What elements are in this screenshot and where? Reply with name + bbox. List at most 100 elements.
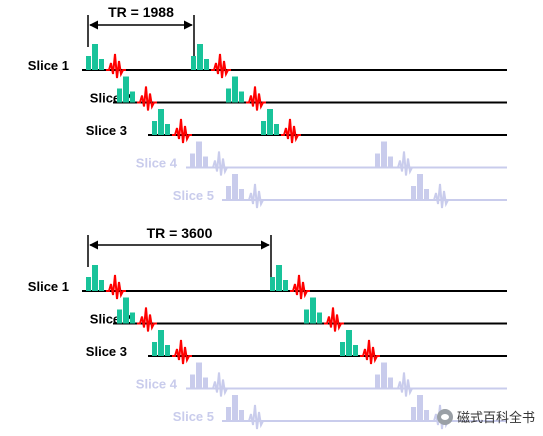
slice-3-rf-pulse-bar	[274, 124, 279, 135]
slice-4-row: Slice 4	[136, 362, 507, 397]
slice-2-rf-pulse-bar	[130, 91, 135, 103]
slice-3-label: Slice 3	[86, 344, 127, 359]
slice-1-label: Slice 1	[28, 279, 69, 294]
slice-4-rf-pulse-bar	[388, 377, 393, 389]
slice-5-rf-pulse-bar	[226, 186, 231, 200]
slice-5-label: Slice 5	[173, 188, 214, 203]
tr-label: TR = 1988	[108, 4, 174, 20]
slice-2-echo-signal	[137, 307, 157, 332]
slice-1-rf-pulse-bar	[99, 280, 104, 291]
slice-1-echo-signal	[106, 274, 126, 300]
slice-5-echo-signal	[246, 404, 266, 430]
slice-3-rf-pulse-bar	[340, 342, 345, 356]
slice-5-rf-pulse-bar	[239, 189, 244, 200]
watermark: 磁式百科全书	[436, 407, 535, 426]
slice-1-row: Slice 1	[28, 44, 507, 79]
slice-1-rf-pulse-bar	[191, 56, 196, 70]
slice-4-echo-signal	[395, 372, 415, 397]
slice-5-rf-pulse-bar	[232, 174, 238, 200]
slice-4-rf-pulse-bar	[203, 156, 208, 168]
slice-1-rf-pulse-bar	[86, 277, 91, 291]
slice-5-echo-signal	[431, 183, 451, 209]
slice-2-rf-pulse-bar	[239, 91, 244, 103]
slice-3-rf-pulse-bar	[158, 109, 164, 135]
slice-2-rf-pulse-bar	[304, 309, 309, 324]
slice-1-rf-pulse-bar	[283, 280, 288, 291]
slice-5-echo-signal	[246, 183, 266, 209]
slice-1-echo-signal	[211, 53, 231, 79]
slice-4-rf-pulse-bar	[375, 374, 380, 389]
slice-2-rf-pulse-bar	[123, 76, 129, 103]
slice-4-echo-signal	[210, 151, 230, 176]
slice-5-rf-pulse-bar	[411, 186, 416, 200]
slice-1-rf-pulse-bar	[197, 44, 203, 70]
slice-4-echo-signal	[395, 151, 415, 176]
slice-5-rf-pulse-bar	[232, 395, 238, 421]
slice-4-row: Slice 4	[136, 141, 507, 176]
slice-4-rf-pulse-bar	[203, 377, 208, 389]
slice-5-rf-pulse-bar	[417, 395, 423, 421]
slice-3-rf-pulse-bar	[165, 345, 170, 356]
slice-3-rf-pulse-bar	[165, 124, 170, 135]
slice-1-rf-pulse-bar	[92, 265, 98, 291]
slice-4-label: Slice 4	[136, 377, 178, 392]
slice-2-rf-pulse-bar	[117, 309, 122, 324]
slice-3-rf-pulse-bar	[261, 121, 266, 135]
slice-1-rf-pulse-bar	[86, 56, 91, 70]
slice-3-echo-signal	[360, 339, 380, 365]
slice-3-rf-pulse-bar	[346, 330, 352, 356]
slice-1-label: Slice 1	[28, 58, 69, 73]
slice-3-label: Slice 3	[86, 123, 127, 138]
slice-3-echo-signal	[281, 118, 301, 144]
slice-4-rf-pulse-bar	[196, 362, 202, 389]
watermark-text: 磁式百科全书	[456, 411, 535, 426]
slice-1-rf-pulse-bar	[92, 44, 98, 70]
slice-2-rf-pulse-bar	[317, 312, 322, 324]
slice-3-rf-pulse-bar	[152, 342, 157, 356]
slice-3-rf-pulse-bar	[152, 121, 157, 135]
slice-4-echo-signal	[210, 372, 230, 397]
slice-1-rf-pulse-bar	[99, 59, 104, 70]
slice-4-rf-pulse-bar	[388, 156, 393, 168]
slice-1-echo-signal	[106, 53, 126, 79]
slice-2-rf-pulse-bar	[123, 297, 129, 324]
slice-3-rf-pulse-bar	[158, 330, 164, 356]
slice-2-echo-signal	[324, 307, 344, 332]
slice-1-row: Slice 1	[28, 265, 507, 300]
panel-2: TR = 3600 Slice 1 Slice 2 Slice 3 Slice 4 Sli…	[28, 225, 507, 430]
slice-5-label: Slice 5	[173, 409, 214, 424]
slice-2-rf-pulse-bar	[232, 76, 238, 103]
slice-5-rf-pulse-bar	[411, 407, 416, 421]
slice-5-rf-pulse-bar	[239, 410, 244, 421]
slice-1-echo-signal	[290, 274, 310, 300]
slice-5-row: Slice 5	[173, 174, 507, 209]
slice-5-rf-pulse-bar	[424, 410, 429, 421]
slice-5-rf-pulse-bar	[424, 189, 429, 200]
slice-2-rf-pulse-bar	[226, 88, 231, 103]
slice-4-label: Slice 4	[136, 156, 178, 171]
slice-3-row: Slice 3	[86, 330, 507, 365]
slice-2-rf-pulse-bar	[310, 297, 316, 324]
slice-3-row: Slice 3	[86, 109, 507, 144]
slice-2-rf-pulse-bar	[130, 312, 135, 324]
slice-4-rf-pulse-bar	[190, 153, 195, 168]
slice-1-rf-pulse-bar	[204, 59, 209, 70]
panel-1: TR = 1988 Slice 1 Slice 2 Slice 3 Slice 4 Sli…	[28, 4, 507, 209]
slice-1-rf-pulse-bar	[276, 265, 282, 291]
slice-4-rf-pulse-bar	[375, 153, 380, 168]
wechat-icon	[436, 408, 453, 425]
slice-2-row: Slice 2	[90, 297, 507, 332]
slice-4-rf-pulse-bar	[196, 141, 202, 168]
slice-5-rf-pulse-bar	[226, 407, 231, 421]
tr-label: TR = 3600	[147, 225, 213, 241]
slice-3-echo-signal	[172, 118, 192, 144]
slice-3-rf-pulse-bar	[353, 345, 358, 356]
slice-3-echo-signal	[172, 339, 192, 365]
slice-4-rf-pulse-bar	[190, 374, 195, 389]
slice-1-rf-pulse-bar	[270, 277, 275, 291]
slice-4-rf-pulse-bar	[381, 362, 387, 389]
slice-2-echo-signal	[137, 86, 157, 111]
slice-3-rf-pulse-bar	[267, 109, 273, 135]
slice-2-echo-signal	[246, 86, 266, 111]
